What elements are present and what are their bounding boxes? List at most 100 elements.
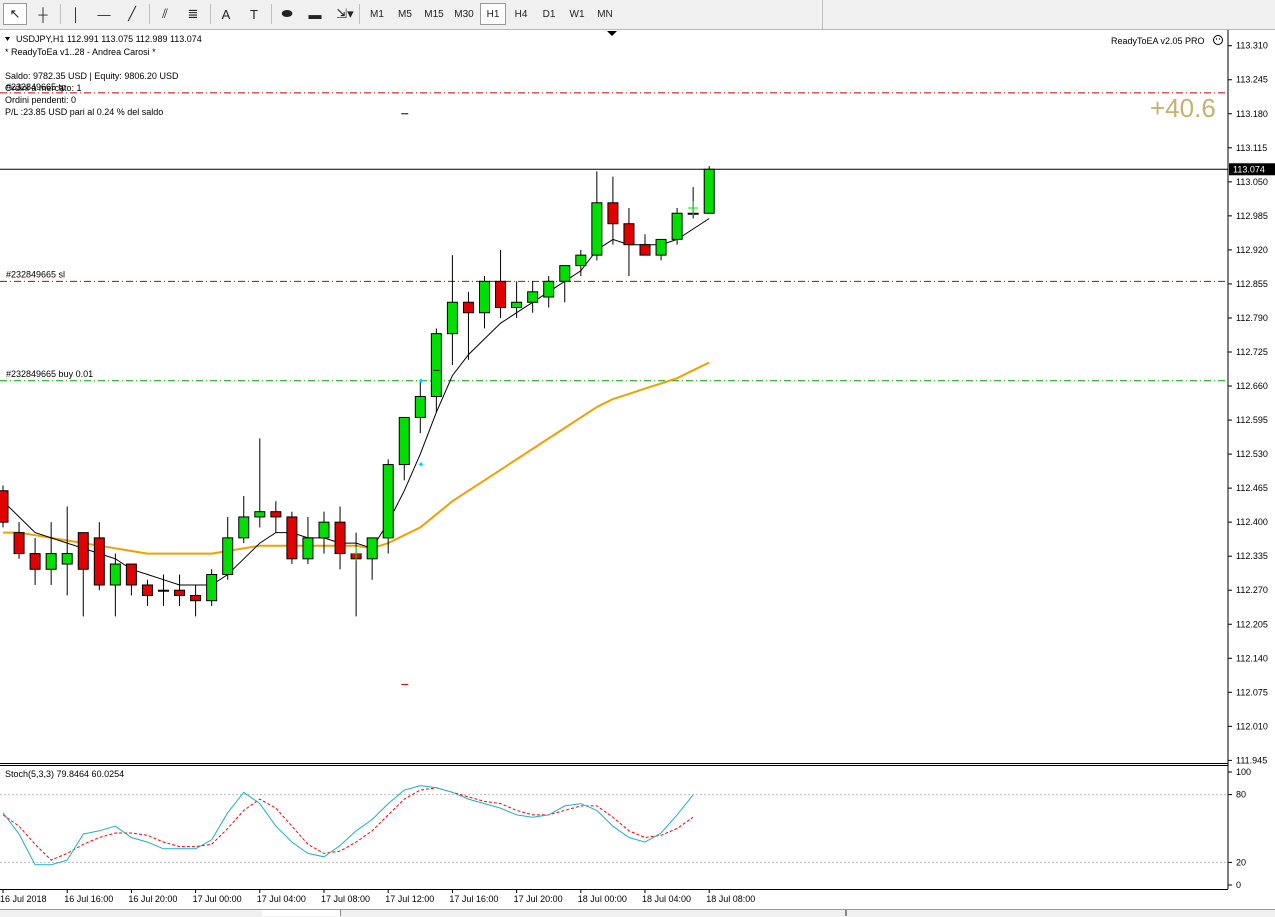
horizontal-line-icon[interactable]: — — [97, 6, 111, 22]
candle-body[interactable] — [366, 537, 378, 560]
candle-body[interactable] — [671, 212, 683, 240]
text-label-icon[interactable]: T — [250, 6, 258, 22]
trendline-icon[interactable]: ╱ — [128, 6, 136, 21]
price-tick-label: 112.335 — [1236, 551, 1268, 561]
equidistant-channel-icon[interactable]: ⫽ — [162, 6, 168, 21]
toolbar-end — [822, 0, 823, 29]
candle-body[interactable] — [93, 537, 105, 586]
ea-badge-label: ReadyToEA v2.05 PRO — [1111, 36, 1205, 46]
candle-body[interactable] — [174, 589, 186, 596]
fibonacci-icon[interactable]: ≣ — [187, 6, 199, 21]
timeframe-m30-button[interactable]: M30 — [454, 8, 474, 20]
candle-body[interactable] — [77, 532, 89, 570]
stoch-tick-label: 0 — [1236, 880, 1241, 890]
price-tick-label: 112.270 — [1236, 585, 1268, 595]
candle-body[interactable] — [254, 511, 266, 518]
arrows-icon[interactable]: ⇲▾ — [336, 6, 354, 21]
candle-body[interactable] — [511, 301, 523, 308]
candle-body[interactable] — [639, 244, 651, 256]
timeframe-h1-button[interactable]: H1 — [480, 3, 506, 25]
stoch-tick-label: 80 — [1236, 790, 1246, 800]
timeframe-m1-button[interactable]: M1 — [370, 8, 384, 20]
symbol-dropdown-icon[interactable] — [5, 37, 10, 41]
candle-body[interactable] — [430, 333, 442, 397]
candle-body[interactable] — [591, 202, 603, 256]
candle-body[interactable] — [575, 254, 587, 267]
crosshair-icon[interactable]: ┼ — [38, 6, 48, 22]
chart-tab[interactable] — [845, 910, 847, 916]
balance-label: Saldo: 9782.35 USD | Equity: 9806.20 USD — [5, 71, 179, 81]
candle-body[interactable] — [190, 594, 202, 602]
candle-body[interactable] — [29, 553, 41, 570]
price-tick-label: 112.075 — [1236, 687, 1268, 697]
timeframe-mn-button[interactable]: MN — [597, 8, 613, 20]
time-tick-label: 17 Jul 00:00 — [193, 894, 242, 904]
stoch-signal-line — [2, 787, 694, 861]
candle-body[interactable] — [495, 280, 507, 308]
toolbar-separator — [210, 4, 211, 24]
candle-body[interactable] — [334, 521, 346, 555]
timeframe-m15-button[interactable]: M15 — [424, 8, 444, 20]
candle-body[interactable] — [559, 265, 571, 282]
candle-body[interactable] — [318, 521, 330, 539]
ellipse-icon[interactable]: ⬬ — [281, 6, 293, 21]
candle-body[interactable] — [623, 223, 635, 246]
candle-body[interactable] — [222, 537, 234, 576]
toolbar: ↖ ┼ │ — ╱ ⫽ ≣ A T ⬬ ▬ ⇲▾ M1 M5 M15 M30 H1 H4 D1 W1 MN — [0, 0, 1275, 30]
candle-body[interactable] — [462, 301, 474, 314]
vertical-line-icon[interactable]: │ — [71, 6, 81, 22]
time-tick-label: 18 Jul 00:00 — [578, 894, 627, 904]
chart-area[interactable]: 113.310 113.245 113.180 113.115 113.050 112.9… — [0, 30, 1275, 910]
chart-tab[interactable] — [262, 910, 341, 916]
symbol-info-label: USDJPY,H1 112.991 113.075 112.989 113.07… — [16, 34, 202, 44]
candle-body[interactable] — [527, 291, 539, 303]
timeframe-m5-button[interactable]: M5 — [398, 8, 412, 20]
candle-body[interactable] — [270, 511, 282, 518]
candle-body[interactable] — [238, 516, 250, 539]
sl-level-label: #232849665 sl — [6, 269, 65, 279]
candle-body[interactable] — [607, 202, 619, 225]
timeframe-w1-button[interactable]: W1 — [569, 8, 585, 20]
candle-body[interactable] — [158, 589, 169, 592]
candle-body[interactable] — [414, 396, 426, 418]
time-tick-label: 16 Jul 20:00 — [128, 894, 177, 904]
price-tick-label: 112.465 — [1236, 483, 1268, 493]
candle-body[interactable] — [0, 490, 9, 523]
chart-tab[interactable] — [340, 910, 846, 916]
toolbar-separator — [359, 4, 360, 24]
candle-body[interactable] — [479, 280, 490, 314]
candle-body[interactable] — [382, 464, 394, 539]
current-price-badge — [1229, 163, 1275, 176]
cursor-icon[interactable]: ↖ — [3, 3, 27, 25]
candle-body[interactable] — [125, 563, 137, 586]
chart-tab[interactable] — [0, 910, 263, 916]
timeframe-d1-button[interactable]: D1 — [542, 8, 556, 20]
timeframe-h4-button[interactable]: H4 — [514, 8, 528, 20]
price-tick-label: 113.180 — [1236, 109, 1268, 119]
time-tick-label: 17 Jul 04:00 — [257, 894, 306, 904]
candle-body[interactable] — [206, 574, 218, 602]
candle-body[interactable] — [45, 553, 57, 570]
stoch-tick-label: 20 — [1236, 857, 1246, 867]
candle-body[interactable] — [61, 553, 73, 565]
candle-body[interactable] — [398, 416, 410, 466]
candle-body[interactable] — [109, 563, 121, 586]
candle-body[interactable] — [655, 238, 667, 256]
smiley-icon — [1213, 35, 1223, 45]
price-tick-label: 113.115 — [1236, 143, 1267, 153]
candle-body[interactable] — [141, 584, 153, 596]
price-tick-label: 112.920 — [1236, 245, 1268, 255]
rectangle-icon[interactable]: ▬ — [308, 6, 322, 22]
text-icon[interactable]: A — [221, 6, 231, 22]
price-tick-label: 112.725 — [1236, 347, 1268, 357]
price-tick-label: 112.140 — [1236, 653, 1268, 663]
candle-body[interactable] — [302, 537, 314, 560]
candle-body[interactable] — [446, 301, 458, 335]
candle-body[interactable] — [13, 532, 25, 555]
price-tick-label: 112.660 — [1236, 381, 1268, 391]
trade-marker: ✦ — [417, 376, 425, 386]
smiley-icon — [1218, 38, 1221, 40]
candle-body[interactable] — [286, 516, 298, 560]
candle-body[interactable] — [543, 280, 555, 298]
candle-body[interactable] — [703, 168, 715, 214]
